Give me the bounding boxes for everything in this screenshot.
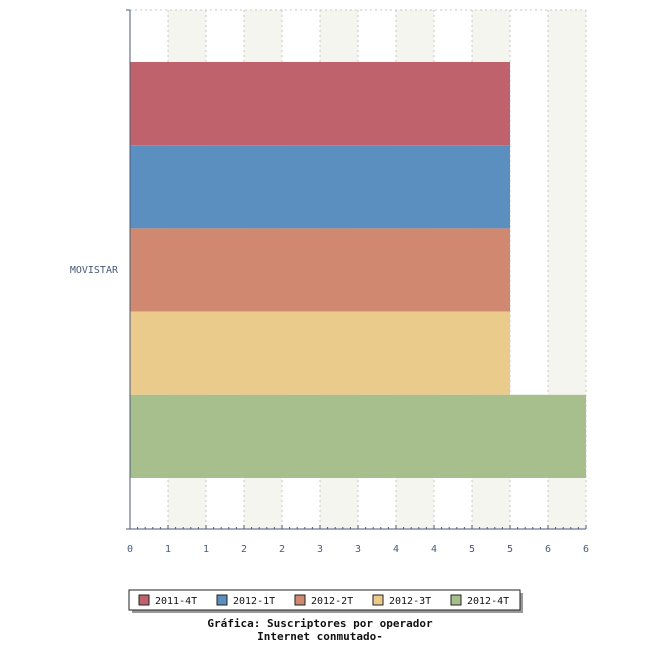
legend-label: 2012-1T [233, 596, 275, 607]
x-tick-label: 1 [165, 544, 171, 555]
x-tick-label: 4 [431, 544, 437, 555]
bar-2011-4T [130, 62, 510, 146]
x-tick-label: 3 [317, 544, 323, 555]
legend-swatch [372, 594, 384, 606]
legend-label: 2012-4T [467, 596, 509, 607]
bar-2012-3T [130, 311, 510, 395]
x-tick-label: 5 [507, 544, 513, 555]
x-tick-label: 0 [127, 544, 133, 555]
legend-label: 2012-2T [311, 596, 353, 607]
legend-label: 2012-3T [389, 596, 431, 607]
x-tick-label: 2 [279, 544, 285, 555]
bar-2012-2T [130, 228, 510, 312]
x-tick-label: 4 [393, 544, 399, 555]
bar-2012-4T [130, 394, 586, 478]
x-tick-label: 3 [355, 544, 361, 555]
legend-swatch [216, 594, 228, 606]
legend-label: 2011-4T [155, 596, 197, 607]
category-labels: MOVISTAR [70, 265, 119, 276]
legend-swatch [138, 594, 150, 606]
bar-group [130, 62, 586, 478]
x-tick-label: 5 [469, 544, 475, 555]
legend-swatch [450, 594, 462, 606]
x-tick-label: 6 [545, 544, 551, 555]
x-tick-label: 6 [583, 544, 589, 555]
bar-2012-1T [130, 145, 510, 229]
x-tick-label: 2 [241, 544, 247, 555]
category-label: MOVISTAR [70, 265, 119, 276]
x-tick-label: 1 [203, 544, 209, 555]
legend-swatch [294, 594, 306, 606]
chart-title: Gráfica: Suscriptores por operador Inter… [0, 617, 640, 643]
chart-title-line-1: Gráfica: Suscriptores por operador [207, 617, 433, 630]
chart-title-line-2: Internet conmutado- [257, 630, 383, 643]
legend: 2011-4T 2012-1T 2012-2T 2012-3T 2012-4T [128, 589, 523, 613]
x-axis-ticks: 0 1 1 2 2 3 3 4 4 5 5 6 6 [127, 525, 589, 555]
